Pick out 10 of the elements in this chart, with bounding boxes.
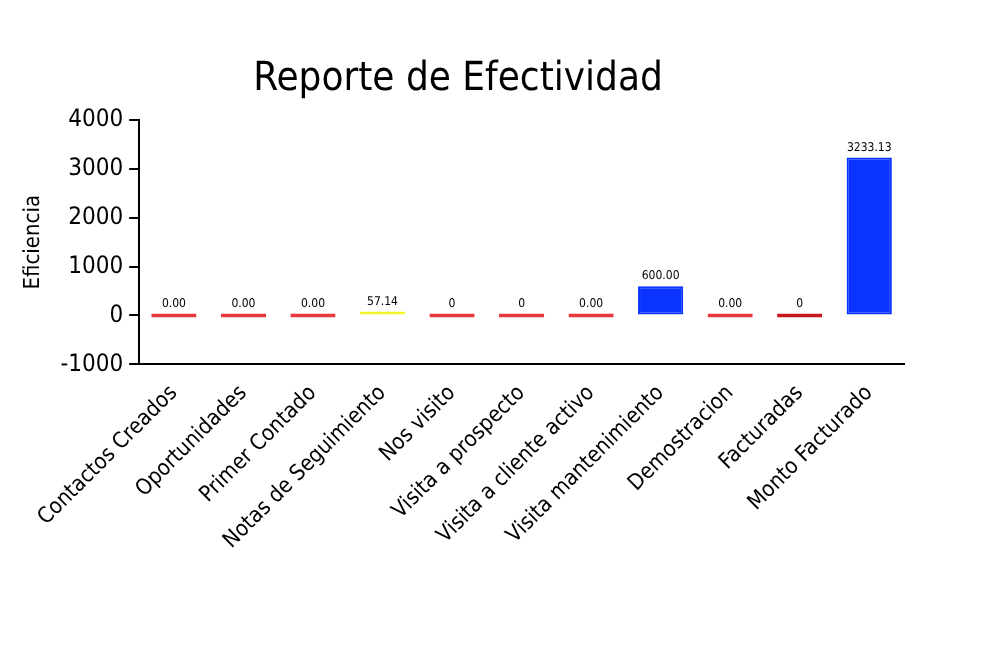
y-tick-label: 3000 xyxy=(68,153,124,182)
bar xyxy=(846,157,892,315)
y-tick-label: -1000 xyxy=(60,348,124,377)
bar xyxy=(638,286,684,315)
chart-title: Reporte de Efectividad xyxy=(253,52,663,101)
y-tick-label: 2000 xyxy=(68,201,124,230)
y-tick-label: 4000 xyxy=(68,104,124,133)
y-axis-title: Eficiencia xyxy=(18,194,45,290)
y-tick-label: 0 xyxy=(109,299,124,328)
y-tick-label: 1000 xyxy=(68,250,124,279)
